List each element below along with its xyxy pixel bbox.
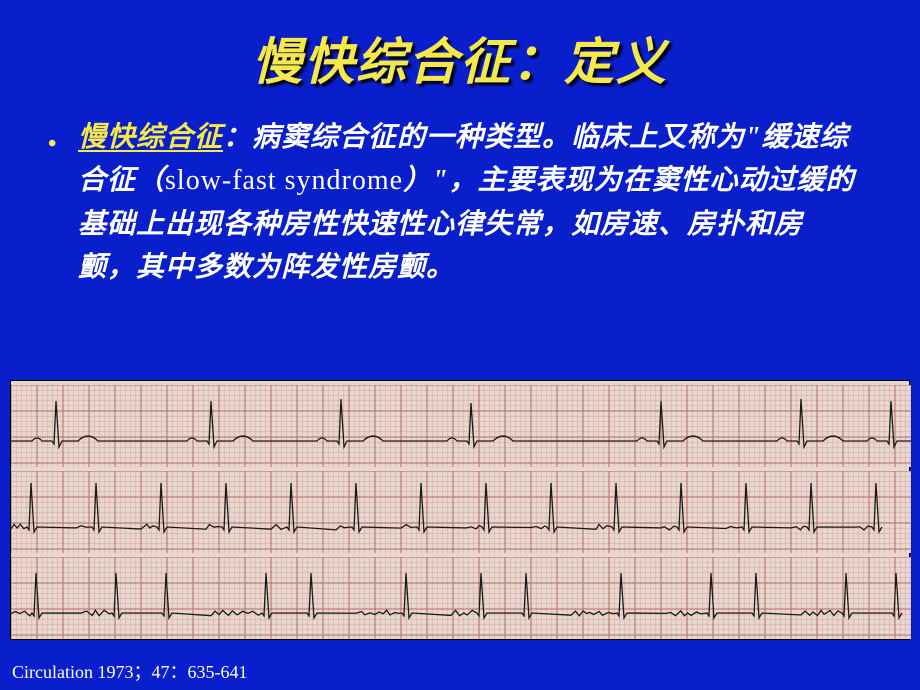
ecg-strip [11,557,911,639]
ecg-strip [11,471,911,553]
latin-term: slow-fast syndrome [165,165,403,196]
bullet-icon: • [48,126,57,163]
citation: Circulation 1973；47：635-641 [12,658,247,684]
ecg-strip [11,385,911,467]
slide-title: 慢快综合征：定义 [0,0,920,106]
slide-body: • 慢快综合征：病窦综合征的一种类型。临床上又称为"缓速综合征（slow-fas… [0,106,920,290]
ecg-figure [10,380,910,640]
defined-term: 慢快综合征 [78,122,223,153]
